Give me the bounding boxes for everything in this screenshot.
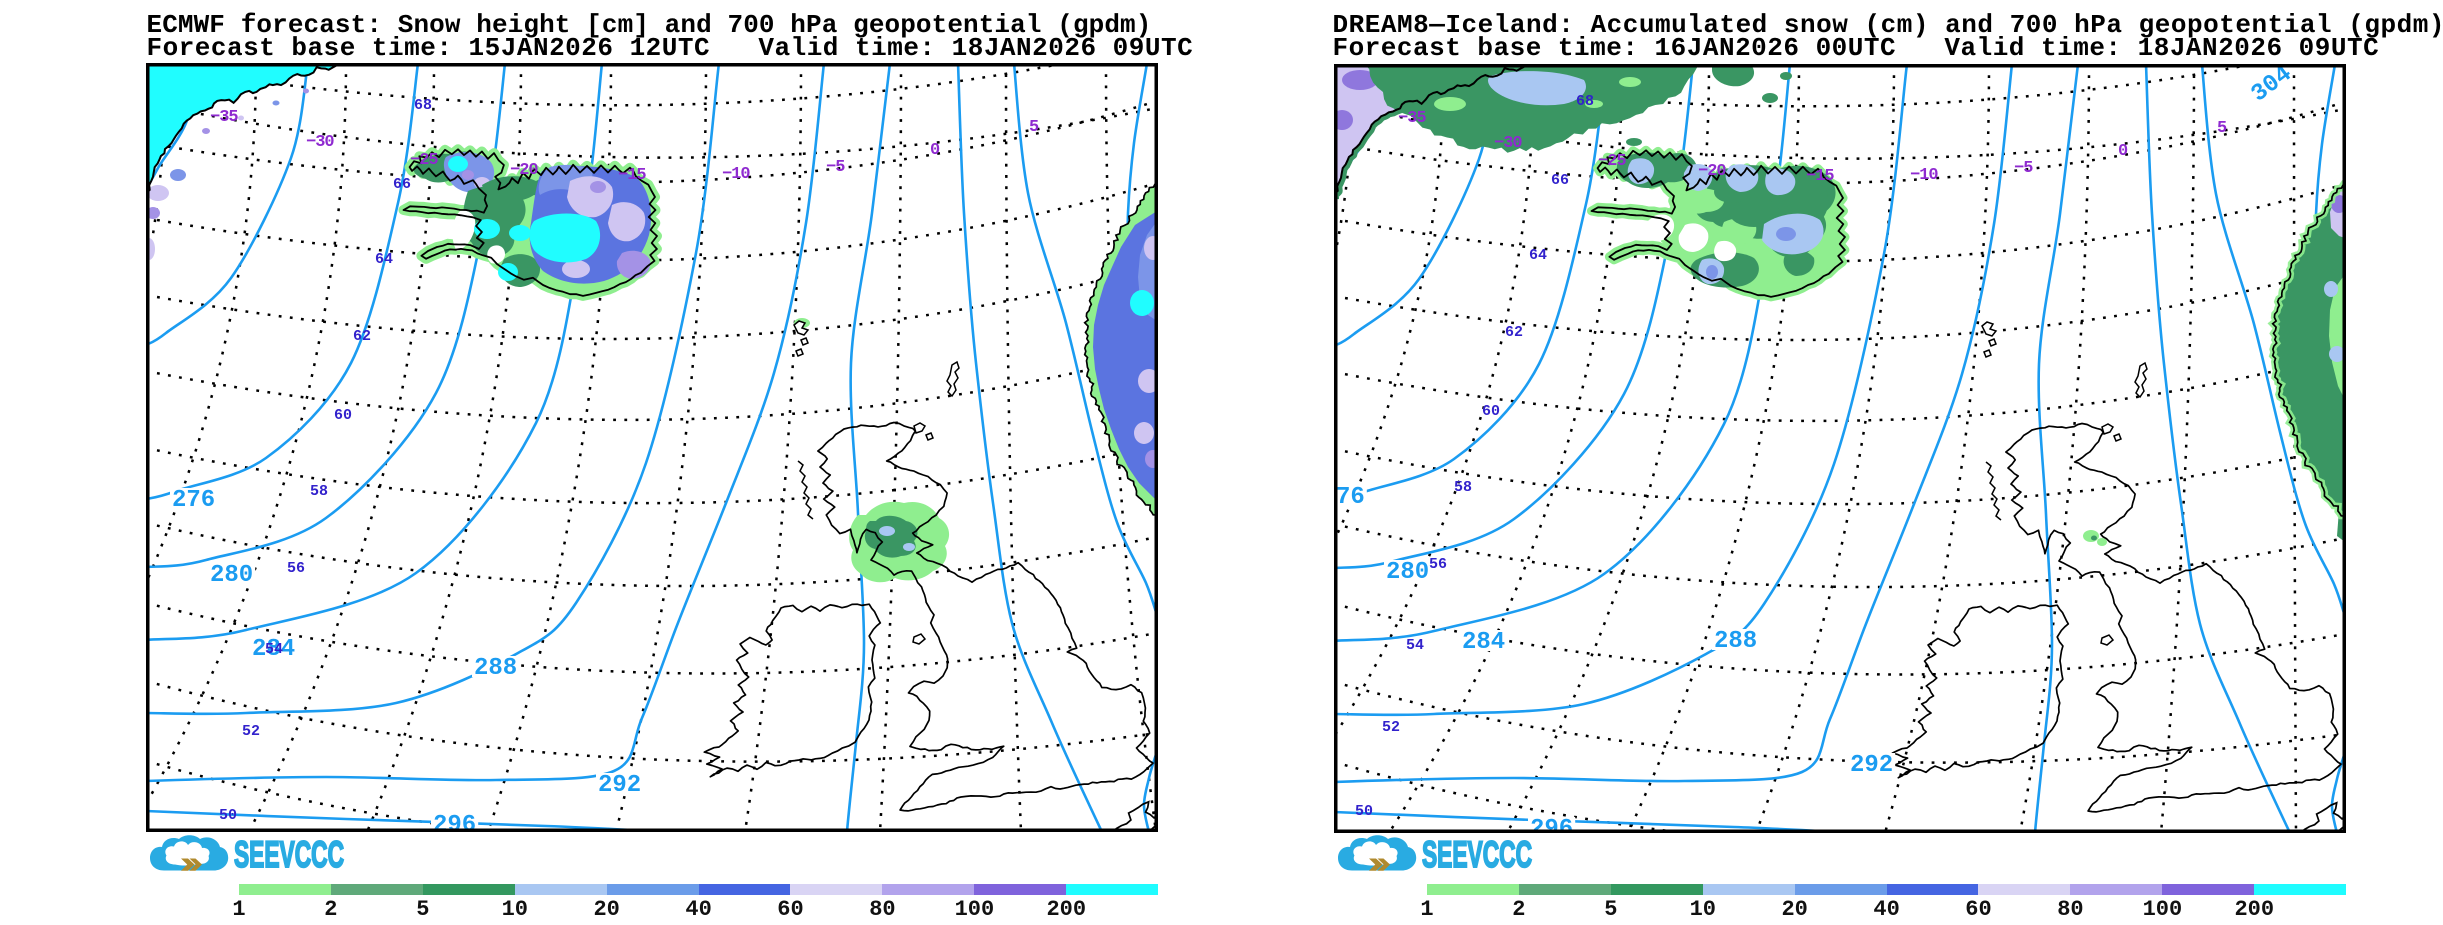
svg-text:66: 66: [393, 176, 411, 193]
svg-text:62: 62: [353, 328, 371, 345]
svg-text:−20: −20: [510, 161, 538, 180]
svg-text:288: 288: [474, 655, 517, 682]
svg-text:280: 280: [1386, 559, 1429, 586]
svg-text:292: 292: [598, 772, 641, 799]
svg-text:50: 50: [219, 807, 237, 824]
svg-text:62: 62: [1505, 324, 1523, 341]
svg-text:−10: −10: [1910, 166, 1938, 185]
svg-text:50: 50: [1355, 803, 1373, 820]
svg-text:58: 58: [310, 483, 328, 500]
svg-text:−35: −35: [210, 108, 238, 127]
svg-text:66: 66: [1551, 172, 1569, 189]
svg-text:68: 68: [1576, 93, 1594, 110]
svg-text:−15: −15: [618, 166, 646, 185]
svg-text:−25: −25: [410, 151, 438, 170]
svg-text:276: 276: [172, 487, 215, 514]
svg-text:60: 60: [334, 407, 352, 424]
svg-text:284: 284: [1462, 629, 1505, 656]
svg-text:−25: −25: [1598, 152, 1626, 171]
svg-text:5: 5: [1029, 118, 1039, 137]
svg-text:64: 64: [1529, 247, 1547, 264]
svg-text:−5: −5: [826, 158, 845, 177]
svg-text:56: 56: [287, 560, 305, 577]
svg-text:−10: −10: [722, 165, 750, 184]
svg-text:292: 292: [1850, 752, 1893, 779]
svg-text:58: 58: [1454, 479, 1472, 496]
svg-text:54: 54: [265, 641, 283, 658]
svg-text:0: 0: [930, 141, 940, 160]
svg-text:−30: −30: [1494, 134, 1522, 153]
svg-text:52: 52: [242, 723, 260, 740]
svg-text:−35: −35: [1398, 109, 1426, 128]
svg-text:64: 64: [375, 251, 393, 268]
svg-text:60: 60: [1482, 403, 1500, 420]
svg-text:296: 296: [433, 812, 476, 832]
svg-text:296: 296: [1530, 816, 1573, 833]
svg-text:284: 284: [252, 636, 295, 663]
svg-text:76: 76: [1336, 484, 1365, 511]
svg-text:280: 280: [210, 562, 253, 589]
svg-text:5: 5: [2217, 119, 2227, 138]
svg-text:68: 68: [414, 97, 432, 114]
svg-text:304: 304: [2247, 64, 2298, 108]
svg-text:0: 0: [2118, 142, 2128, 161]
svg-text:288: 288: [1714, 628, 1757, 655]
svg-text:54: 54: [1406, 637, 1424, 654]
svg-text:−15: −15: [1806, 167, 1834, 186]
svg-text:−20: −20: [1698, 162, 1726, 181]
svg-text:56: 56: [1429, 556, 1447, 573]
svg-text:−5: −5: [2014, 159, 2033, 178]
svg-text:52: 52: [1382, 719, 1400, 736]
svg-text:−30: −30: [306, 133, 334, 152]
